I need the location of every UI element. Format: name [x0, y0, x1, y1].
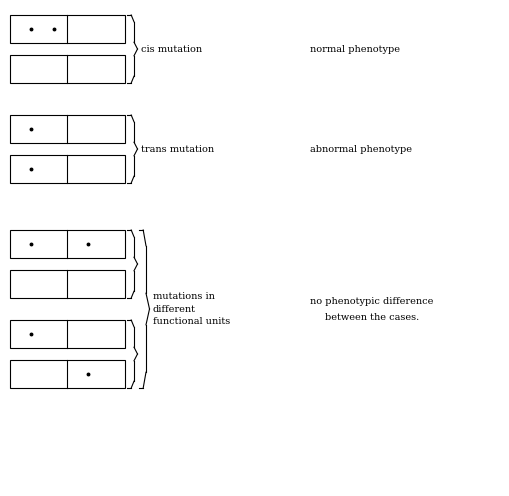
- Text: normal phenotype: normal phenotype: [309, 45, 399, 54]
- Text: between the cases.: between the cases.: [324, 312, 418, 321]
- Bar: [10, 155, 125, 183]
- Bar: [10, 230, 125, 258]
- Bar: [10, 115, 125, 143]
- Text: mutations in
different
functional units: mutations in different functional units: [153, 292, 230, 326]
- Bar: [10, 320, 125, 348]
- Bar: [10, 360, 125, 388]
- Text: no phenotypic difference: no phenotypic difference: [309, 297, 433, 306]
- Bar: [10, 55, 125, 83]
- Text: trans mutation: trans mutation: [140, 144, 214, 153]
- Text: cis mutation: cis mutation: [140, 45, 202, 54]
- Text: abnormal phenotype: abnormal phenotype: [309, 144, 411, 153]
- Bar: [10, 270, 125, 298]
- Bar: [10, 15, 125, 43]
